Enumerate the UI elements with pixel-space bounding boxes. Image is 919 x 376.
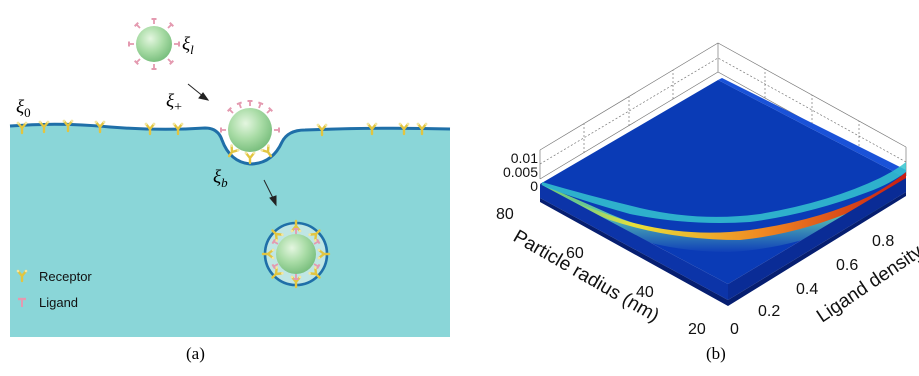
- panel-b-caption: (b): [706, 344, 726, 363]
- x-tick-08: 0.8: [872, 233, 894, 250]
- y-tick-80: 80: [496, 206, 514, 223]
- ligand-legend-icon: [18, 297, 26, 307]
- z-tick-3: 0: [530, 178, 538, 194]
- x-axis-label: Ligand density: [813, 241, 919, 327]
- z-tick-2: 0.005: [503, 164, 538, 180]
- surface: [540, 78, 906, 306]
- legend-receptor-label: Receptor: [39, 269, 92, 284]
- free-particle: [128, 18, 180, 70]
- legend: Receptor Ligand: [15, 268, 92, 310]
- y-tick-40: 40: [636, 284, 654, 301]
- z-tick-1: 0.01: [511, 150, 538, 166]
- x-tick-0: 0: [730, 321, 739, 338]
- xi-l-label: ξl: [182, 34, 194, 57]
- y-tick-60: 60: [566, 245, 584, 262]
- cell-body: [10, 124, 450, 337]
- y-tick-20: 20: [688, 321, 706, 338]
- process-arrows: [187, 83, 277, 207]
- panel-a-endocytosis-diagram: ξl ξ0 ξ+ ξb Receptor Ligand (a): [0, 0, 460, 371]
- xi-0-label: ξ0: [16, 97, 31, 120]
- x-tick-06: 0.6: [836, 257, 858, 274]
- internalized-vesicle: [261, 219, 331, 289]
- surface-plot: 0.01 0.005 0 80 60 40 20 Particle radius…: [496, 42, 919, 338]
- x-tick-02: 0.2: [758, 303, 780, 320]
- xi-plus-label: ξ+: [166, 91, 182, 115]
- panel-a-caption: (a): [186, 344, 205, 363]
- binding-particle: [220, 100, 280, 165]
- endocytosis-illustration: ξl ξ0 ξ+ ξb Receptor Ligand: [9, 18, 451, 337]
- panel-b-surface-plot: 0.01 0.005 0 80 60 40 20 Particle radius…: [460, 0, 919, 371]
- z-axis: 0.01 0.005 0: [503, 150, 538, 194]
- x-tick-04: 0.4: [796, 281, 818, 298]
- cell-membrane: [9, 122, 451, 166]
- legend-ligand-label: Ligand: [39, 295, 78, 310]
